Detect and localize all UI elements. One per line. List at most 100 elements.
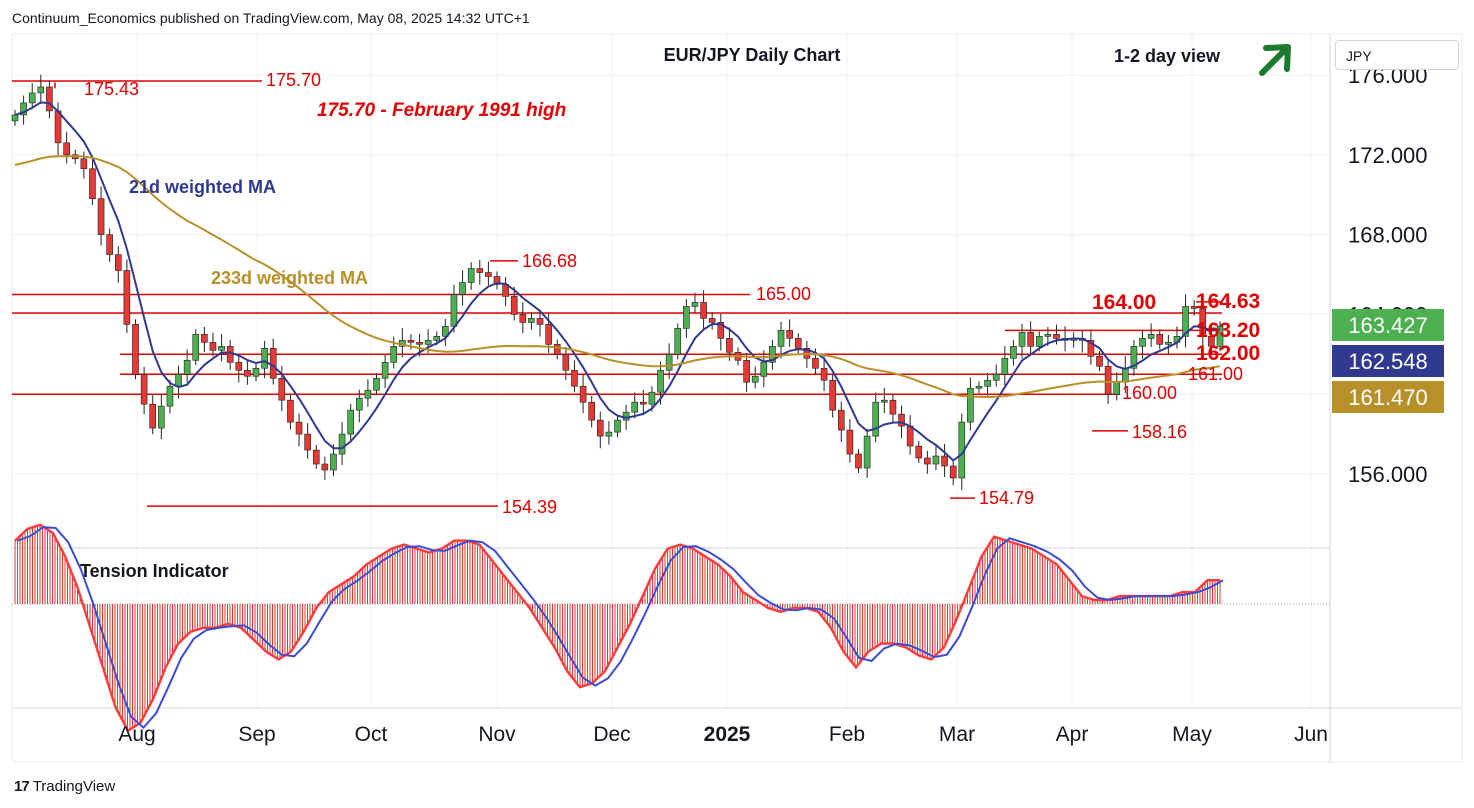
annotation-ma21: 21d weighted MA bbox=[129, 177, 276, 197]
candle-body bbox=[881, 399, 888, 403]
candle-body bbox=[812, 357, 819, 369]
candle-body bbox=[1044, 334, 1052, 337]
tradingview-brand: TradingView bbox=[32, 778, 116, 795]
candle-body bbox=[123, 270, 131, 325]
level-label-160-00: 160.00 bbox=[1122, 383, 1177, 403]
candle bbox=[536, 309, 544, 337]
candle-body bbox=[579, 385, 587, 403]
candle bbox=[777, 321, 785, 359]
candle bbox=[37, 74, 45, 104]
arrow-head bbox=[1263, 44, 1291, 72]
candle bbox=[1156, 329, 1164, 350]
candle bbox=[820, 356, 828, 392]
arrow-shaft bbox=[1259, 48, 1287, 76]
candle-body bbox=[381, 361, 389, 379]
candle-body bbox=[226, 346, 234, 363]
candle bbox=[244, 359, 251, 385]
candle-body bbox=[829, 379, 836, 411]
tension-slow-line bbox=[17, 526, 1224, 730]
candle bbox=[373, 373, 380, 396]
candle bbox=[906, 415, 914, 455]
annotation-ma233: 233d weighted MA bbox=[211, 268, 368, 288]
candle-body bbox=[622, 411, 630, 421]
candle-body bbox=[37, 86, 45, 94]
x-tick-label: Jun bbox=[1294, 723, 1328, 746]
candle-body bbox=[536, 318, 544, 325]
candle-body bbox=[1182, 306, 1189, 337]
candle bbox=[252, 363, 260, 382]
candle-body bbox=[984, 379, 991, 387]
candle-body bbox=[915, 445, 923, 459]
candle-body bbox=[924, 457, 931, 465]
candle-body bbox=[614, 419, 621, 433]
candle-body bbox=[1087, 340, 1095, 357]
x-tick-label: Sep bbox=[238, 723, 275, 746]
candle-body bbox=[786, 330, 793, 339]
candle bbox=[588, 395, 595, 428]
candle bbox=[192, 329, 200, 366]
currency-selector[interactable]: JPY bbox=[1335, 40, 1459, 70]
publisher-header: Continuum_Economics published on Trading… bbox=[12, 10, 530, 26]
candle-body bbox=[450, 294, 458, 327]
candle bbox=[467, 262, 475, 290]
candle-body bbox=[1113, 381, 1121, 395]
candle-body bbox=[596, 419, 604, 437]
price-badge-value: 163.427 bbox=[1348, 313, 1428, 338]
level-label-162-00: 162.00 bbox=[1196, 342, 1260, 365]
candle-body bbox=[571, 369, 578, 387]
candle-body bbox=[1130, 346, 1138, 369]
candle bbox=[640, 390, 647, 416]
candle-body bbox=[252, 367, 260, 377]
candle-body bbox=[863, 435, 871, 469]
level-label-175-43: 175.43 bbox=[84, 79, 139, 99]
candle-body bbox=[1027, 332, 1034, 347]
candle-body bbox=[743, 359, 750, 383]
candle bbox=[751, 366, 759, 389]
candle bbox=[485, 261, 492, 286]
candle-body bbox=[442, 326, 449, 337]
price-badge-value: 161.470 bbox=[1348, 385, 1428, 410]
candle-body bbox=[657, 369, 664, 393]
candle-body bbox=[390, 346, 398, 363]
candle-body bbox=[674, 328, 682, 355]
candle-body bbox=[510, 296, 518, 315]
candle bbox=[304, 423, 311, 459]
candle bbox=[1182, 294, 1189, 348]
candle bbox=[63, 131, 70, 164]
level-label-154-39: 154.39 bbox=[502, 497, 557, 517]
candle-body bbox=[553, 344, 561, 355]
candle bbox=[769, 340, 776, 370]
candle-body bbox=[1122, 367, 1129, 383]
candle-body bbox=[158, 405, 165, 429]
candle bbox=[691, 292, 699, 313]
price-badge-bg bbox=[1332, 345, 1444, 377]
candle-body bbox=[11, 114, 19, 122]
candle bbox=[269, 338, 277, 385]
candle bbox=[726, 327, 733, 361]
candle bbox=[855, 449, 862, 474]
candle-body bbox=[304, 433, 311, 451]
level-label-166-68: 166.68 bbox=[522, 251, 577, 271]
candle-body bbox=[106, 234, 113, 255]
candle bbox=[924, 450, 931, 474]
candle-body bbox=[889, 399, 897, 415]
candle bbox=[562, 346, 570, 381]
tradingview-footer[interactable]: 17 TradingView bbox=[14, 778, 115, 795]
candle-body bbox=[631, 401, 639, 413]
candle bbox=[984, 372, 991, 396]
candle-body bbox=[278, 377, 286, 401]
candle-body bbox=[149, 403, 157, 429]
price-badge: 161.470 bbox=[1332, 381, 1444, 413]
candle bbox=[579, 374, 587, 414]
candle-body bbox=[1147, 334, 1155, 339]
candle-body bbox=[261, 348, 268, 369]
candle-body bbox=[201, 334, 208, 343]
candle bbox=[510, 286, 518, 321]
candle bbox=[1165, 334, 1172, 355]
candle bbox=[889, 394, 897, 422]
candle bbox=[330, 444, 337, 477]
candle-body bbox=[528, 318, 535, 323]
candle-body bbox=[683, 306, 690, 329]
y-tick-label: 156.000 bbox=[1348, 462, 1428, 487]
